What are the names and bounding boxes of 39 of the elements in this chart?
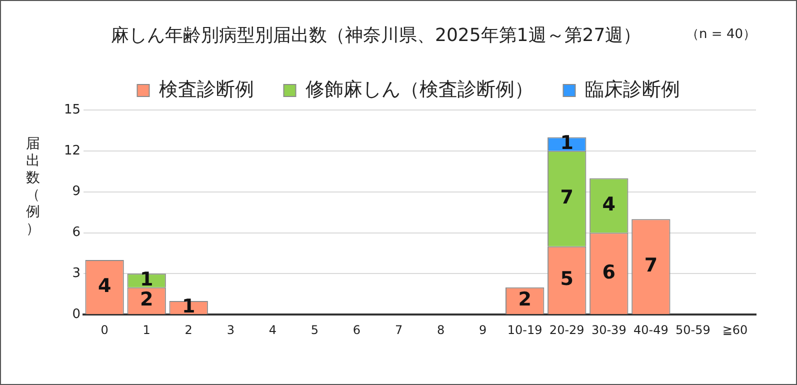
x-tick-label: 9: [478, 322, 487, 337]
x-tick-label: 4: [268, 322, 276, 337]
data-label: 2: [140, 288, 154, 311]
x-tick-label: 3: [226, 322, 234, 337]
x-tick-label: 5: [310, 322, 319, 337]
chart-title: 麻しん年齢別病型別届出数（神奈川県、2025年第1週～第27週）: [111, 24, 642, 47]
data-label: 1: [182, 295, 196, 318]
data-label: 7: [560, 186, 574, 209]
legend-label: 修飾麻しん（検査診断例）: [305, 78, 534, 100]
data-label: 1: [560, 132, 574, 154]
data-label: 1: [140, 268, 154, 290]
x-tick-label: 30-39: [591, 322, 626, 337]
x-tick-label: 20-29: [549, 322, 584, 337]
x-tick-label: 40-49: [633, 322, 668, 337]
x-tick-label: 0: [100, 322, 108, 337]
x-tick-label: 7: [394, 322, 403, 337]
y-tick-label: 6: [72, 225, 81, 240]
legend-label: 臨床診断例: [584, 78, 680, 100]
data-label: 2: [518, 288, 532, 311]
x-tick-label: 6: [352, 322, 361, 337]
x-tick-label: 8: [436, 322, 445, 337]
x-tick-label: 50-59: [676, 322, 710, 337]
data-label: 7: [644, 254, 658, 277]
y-tick-label: 9: [72, 184, 81, 200]
data-label: 4: [98, 275, 112, 298]
text: （n = 40）: [686, 26, 756, 43]
x-tick-label: 2: [184, 322, 192, 337]
legend-label: 検査診断例: [158, 78, 254, 100]
y-axis-title: 届出数（例）: [25, 136, 41, 238]
y-tick-label: 12: [64, 143, 81, 158]
y-tick-label: 3: [72, 266, 81, 282]
y-tick-label: 15: [64, 102, 81, 118]
data-label: 5: [560, 268, 574, 290]
x-tick-label: 1: [142, 322, 150, 337]
data-label: 6: [602, 261, 616, 284]
x-tick-label: ≧60: [722, 322, 748, 337]
x-tick-label: 10-19: [507, 322, 542, 337]
data-label: 4: [602, 193, 616, 216]
y-tick-label: 0: [72, 306, 81, 322]
